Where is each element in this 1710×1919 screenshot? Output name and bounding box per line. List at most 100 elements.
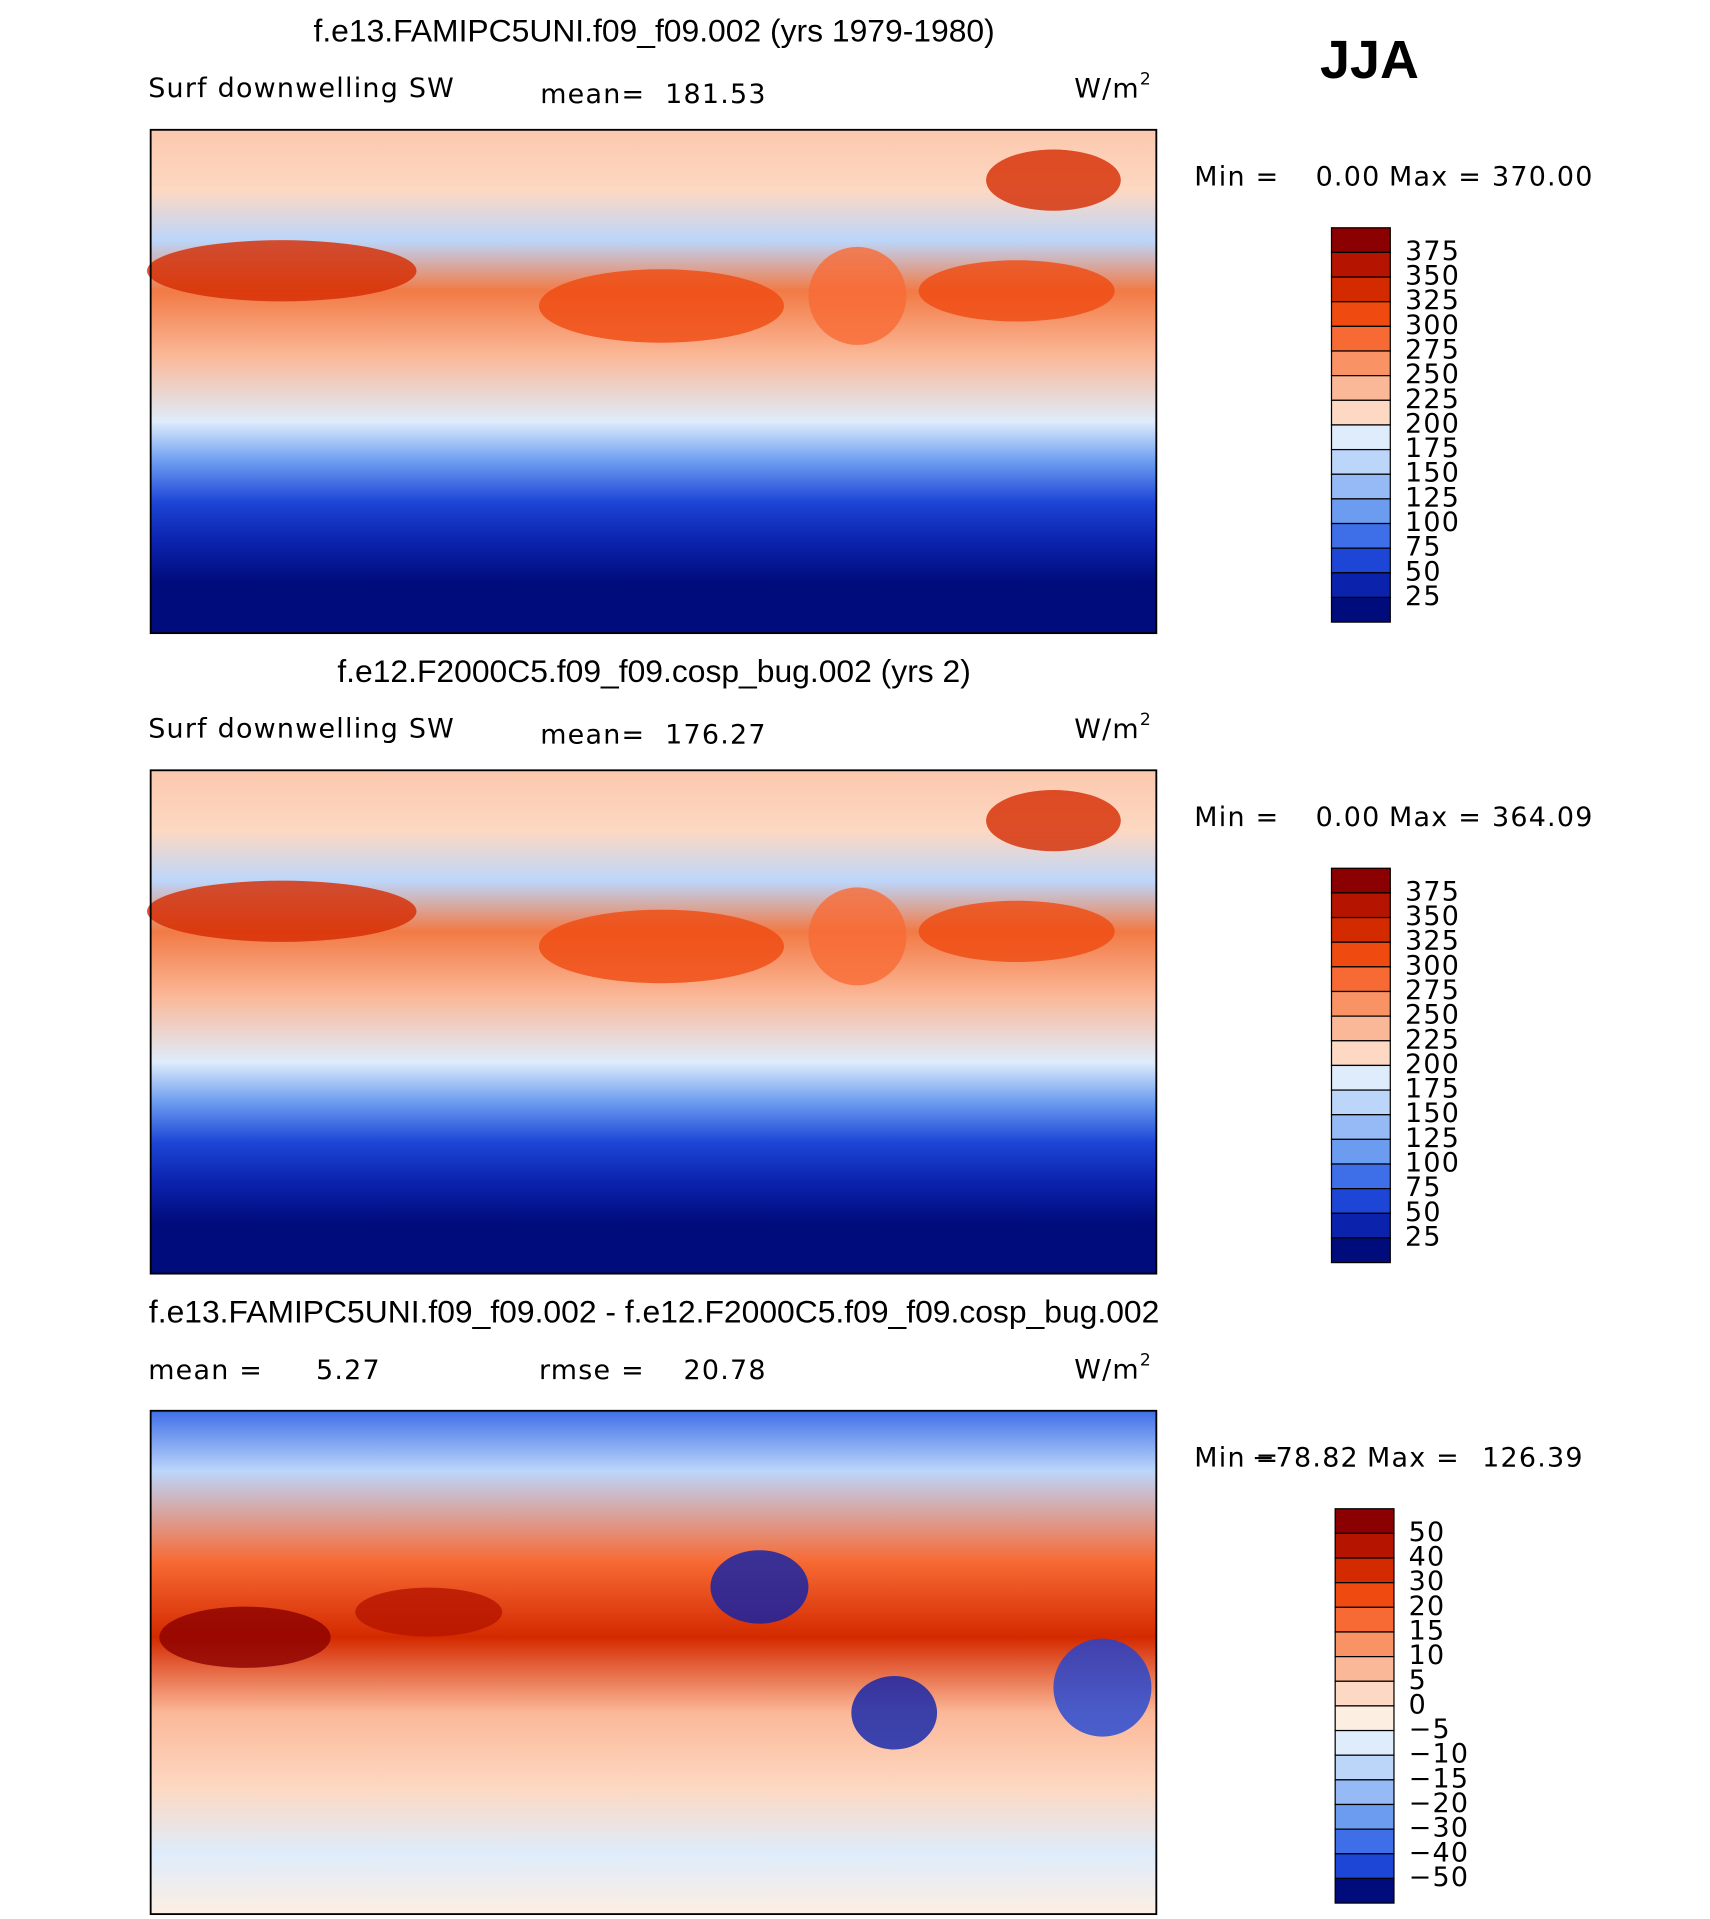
- max-label: Max =: [1367, 1442, 1460, 1473]
- colorbar-box: [1330, 227, 1391, 254]
- colorbar-box: [1334, 1729, 1395, 1756]
- max-label: Max =: [1389, 161, 1482, 192]
- colorbar-box: [1330, 990, 1391, 1017]
- colorbar-label: 5: [1409, 1665, 1427, 1696]
- colorbar-label: 20: [1409, 1591, 1446, 1622]
- map-region: [918, 900, 1115, 962]
- max-value: 370.00: [1492, 161, 1594, 192]
- colorbar-label: −15: [1409, 1763, 1470, 1794]
- stat-label: mean =: [148, 1355, 263, 1386]
- colorbar-label: 175: [1405, 433, 1460, 464]
- map-region: [159, 1606, 331, 1668]
- colorbar-label: 200: [1405, 1049, 1460, 1080]
- units-base: W/m: [1074, 713, 1140, 744]
- colorbar-box: [1334, 1779, 1395, 1806]
- colorbar-box: [1334, 1680, 1395, 1707]
- colorbar-label: 375: [1405, 876, 1460, 907]
- map-frame: [149, 1409, 1158, 1916]
- map-region: [808, 246, 907, 345]
- colorbar-box: [1330, 350, 1391, 377]
- colorbar-box: [1334, 1606, 1395, 1633]
- colorbar-label: 25: [1405, 581, 1442, 612]
- colorbar-label: 125: [1405, 482, 1460, 513]
- map-region: [851, 1676, 938, 1750]
- map-field: [150, 1410, 1157, 1915]
- colorbar-box: [1330, 941, 1391, 968]
- min-label: Min =: [1194, 1442, 1279, 1473]
- colorbar-box: [1330, 1138, 1391, 1165]
- colorbar-label: 10: [1409, 1640, 1446, 1671]
- colorbar-label: 350: [1405, 901, 1460, 932]
- max-label: Max =: [1389, 802, 1482, 833]
- colorbar-box: [1334, 1631, 1395, 1658]
- units: W/m2: [1074, 1351, 1152, 1385]
- colorbar-box: [1330, 596, 1391, 623]
- colorbar-box: [1330, 1163, 1391, 1190]
- map-region: [710, 1550, 809, 1624]
- colorbar-label: 150: [1405, 458, 1460, 489]
- colorbar-label: −20: [1409, 1788, 1470, 1819]
- units-sup: 2: [1140, 1351, 1152, 1371]
- colorbar-label: 50: [1405, 556, 1442, 587]
- units-sup: 2: [1140, 70, 1152, 90]
- colorbar-box: [1330, 1040, 1391, 1067]
- colorbar-label: −5: [1409, 1714, 1451, 1745]
- colorbar-label: −40: [1409, 1837, 1470, 1868]
- colorbar-box: [1330, 375, 1391, 401]
- colorbar-label: 40: [1409, 1542, 1446, 1573]
- units: W/m2: [1074, 710, 1152, 744]
- colorbar-box: [1330, 301, 1391, 327]
- colorbar-box: [1330, 547, 1391, 574]
- units: W/m2: [1074, 70, 1152, 104]
- colorbar-box: [1334, 1828, 1395, 1855]
- max-value: 364.09: [1492, 802, 1594, 833]
- units-base: W/m: [1074, 73, 1140, 104]
- min-max: Min =−78.82 Max = 126.39: [1194, 1442, 1583, 1473]
- colorbar-box: [1330, 572, 1391, 599]
- min-value: 0.00: [1316, 802, 1381, 833]
- colorbar-box: [1330, 916, 1391, 943]
- map-region: [986, 790, 1121, 852]
- stat-value: 176.27: [665, 720, 767, 751]
- map-field: [150, 770, 1157, 1274]
- stat-label: mean=: [540, 720, 645, 751]
- colorbar-label: 50: [1405, 1197, 1442, 1228]
- panel-title: f.e13.FAMIPC5UNI.f09_f09.002 (yrs 1979-1…: [314, 12, 995, 48]
- map-region: [355, 1587, 503, 1637]
- colorbar-label: 75: [1405, 1172, 1442, 1203]
- colorbar-label: 0: [1409, 1689, 1427, 1720]
- colorbar-box: [1330, 276, 1391, 303]
- colorbar-label: 300: [1405, 310, 1460, 341]
- stat-value: 5.27: [316, 1355, 381, 1386]
- colorbar-label: 75: [1405, 532, 1442, 563]
- colorbar-label: 275: [1405, 335, 1460, 366]
- map-region: [538, 269, 784, 343]
- colorbar-label: 325: [1405, 285, 1460, 316]
- map-region: [538, 909, 784, 984]
- colorbar-label: 350: [1405, 261, 1460, 292]
- map-frame: [149, 769, 1158, 1275]
- colorbar-box: [1334, 1656, 1395, 1682]
- map-region: [1053, 1638, 1152, 1737]
- colorbar-label: 150: [1405, 1098, 1460, 1129]
- colorbar-box: [1334, 1853, 1395, 1880]
- colorbar-box: [1330, 1064, 1391, 1091]
- stat-value: 20.78: [684, 1355, 767, 1386]
- colorbar-box: [1330, 966, 1391, 993]
- colorbar-label: 30: [1409, 1566, 1446, 1597]
- colorbar-label: −10: [1409, 1739, 1470, 1770]
- colorbar-box: [1334, 1508, 1395, 1535]
- colorbar-box: [1330, 325, 1391, 352]
- colorbar-box: [1330, 498, 1391, 525]
- variable: Surf downwelling SW: [148, 73, 455, 104]
- min-label: Min =: [1194, 802, 1279, 833]
- colorbar-box: [1334, 1754, 1395, 1781]
- colorbar-label: 100: [1405, 1148, 1460, 1179]
- stat-label: rmse =: [539, 1355, 645, 1386]
- colorbar-label: 225: [1405, 1024, 1460, 1055]
- colorbar-box: [1330, 251, 1391, 278]
- colorbar-label: 300: [1405, 950, 1460, 981]
- colorbar-label: 125: [1405, 1123, 1460, 1154]
